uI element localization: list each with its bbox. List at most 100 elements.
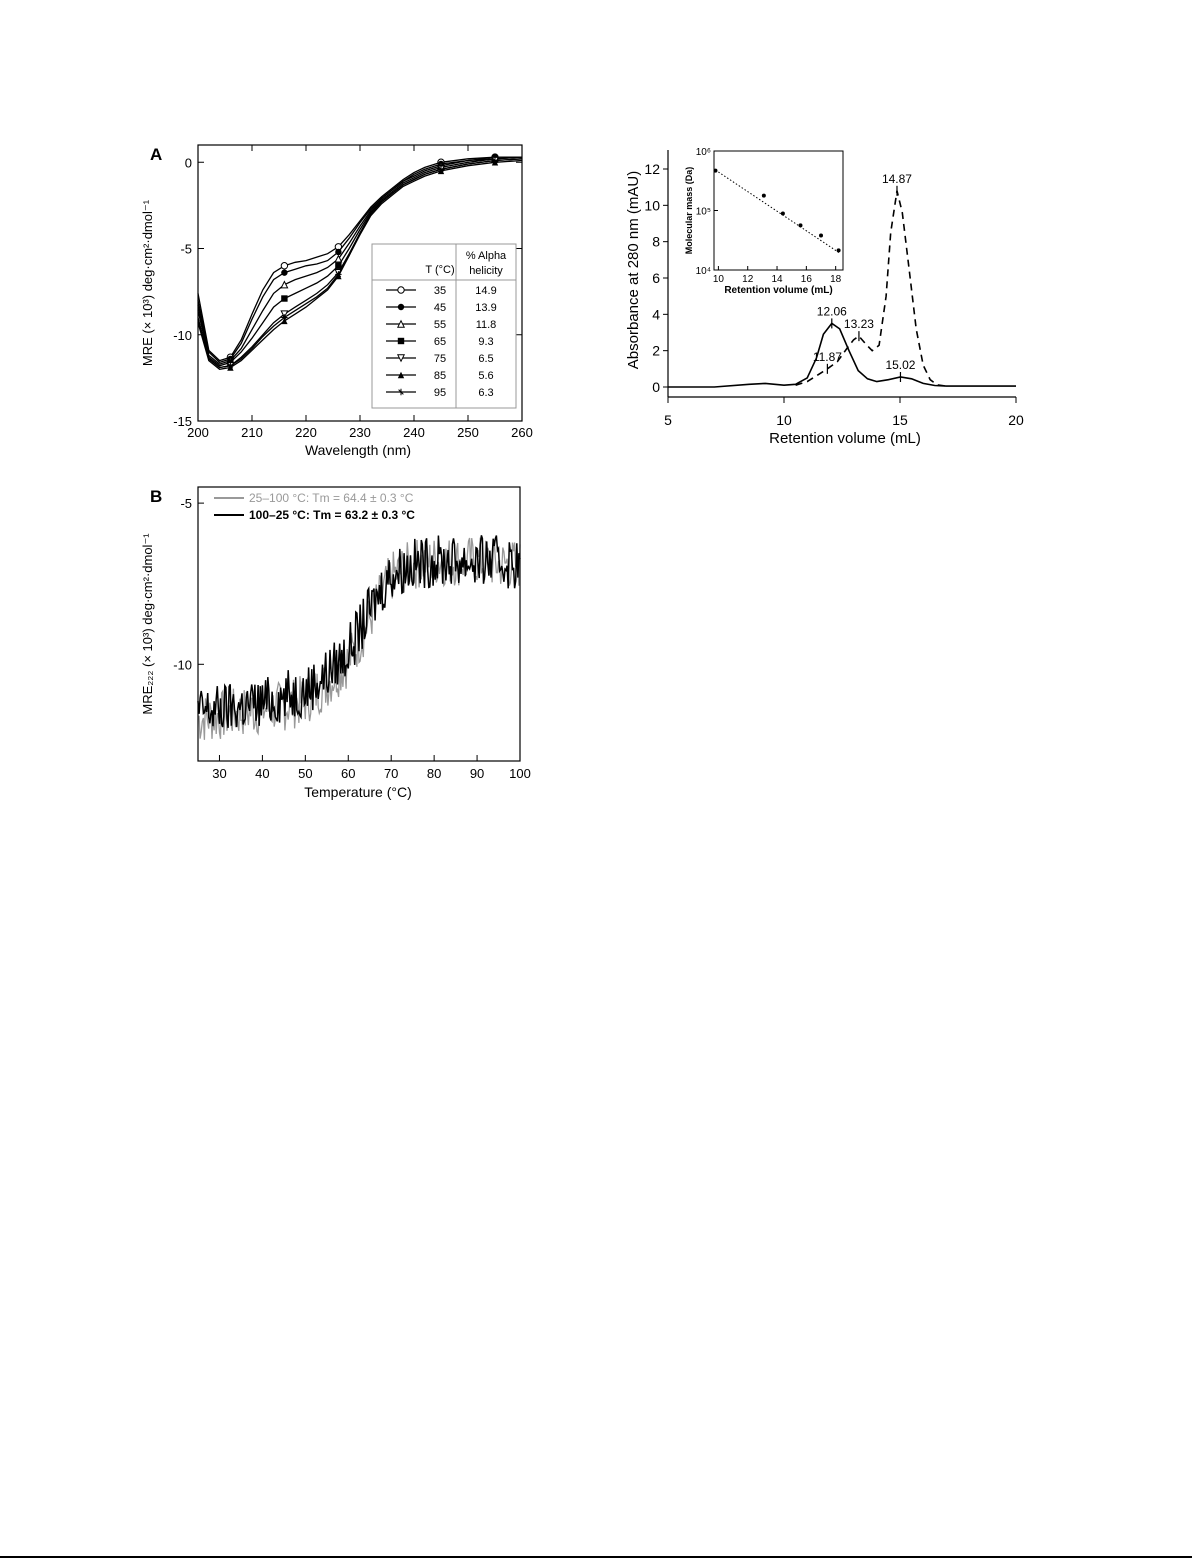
chart-a-legend-temp: 55 — [434, 319, 446, 331]
chart-c-peak-label: 15.02 — [885, 358, 915, 372]
chart-a-data-point — [280, 262, 289, 270]
chart-c-x-tick-label: 5 — [664, 412, 672, 428]
chart-a-legend-helicity: 6.5 — [478, 353, 493, 365]
chart-a-data-point — [334, 243, 343, 251]
chart-a-frame — [197, 144, 523, 422]
chart-b-series-line — [197, 537, 521, 740]
chart-a-x-tick-label: 210 — [241, 425, 263, 440]
chart-a-legend-marker — [397, 303, 405, 311]
chart-a-data-point — [281, 314, 288, 321]
chart-a-legend-helicity: 6.3 — [478, 387, 493, 399]
chart-b-x-tick-label: 40 — [255, 766, 269, 781]
chart-c-inset-point — [713, 168, 718, 173]
chart-a-data-point — [437, 158, 445, 166]
chart-a-series-line — [197, 156, 523, 367]
chart-a-y-tick-label: -10 — [173, 328, 192, 343]
chart-c-y-tick-label: 8 — [652, 234, 660, 250]
chart-a-x-tick-label: 220 — [295, 425, 317, 440]
chart-a-data-point — [227, 359, 234, 366]
chart-a-data-point — [226, 353, 235, 361]
chart-a-legend-temp: 35 — [434, 285, 446, 297]
chart-a-legend-header-temp: T (°C) — [425, 264, 454, 276]
chart-a-series-line — [197, 159, 523, 370]
chart-a-legend-helicity: 11.8 — [476, 319, 497, 331]
chart-a-data-point — [334, 268, 343, 277]
chart-a-data-point — [334, 254, 343, 263]
page-bottom-rule — [0, 1556, 1192, 1558]
chart-a-legend-header-helicity: % Alpha — [466, 250, 507, 262]
chart-c-y-tick-label: 4 — [652, 306, 660, 322]
chart-c-inset-point — [819, 233, 824, 238]
chart-c-inset-y-tick-label: 10⁴ — [696, 266, 711, 277]
chart-c-peak-label: 13.23 — [844, 317, 874, 331]
chart-b-frame — [197, 486, 521, 762]
chart-a-legend-helicity: 5.6 — [478, 370, 493, 382]
chart-a-legend-temp: 95 — [434, 387, 446, 399]
chart-c-y-tick-label: 0 — [652, 379, 660, 395]
chart-c-inset-point — [780, 211, 785, 216]
chart-a-legend-temp: 45 — [434, 302, 446, 314]
chart-a-legend-marker — [397, 371, 405, 379]
chart-a-x-tick-label: 230 — [349, 425, 371, 440]
chart-c-inset-x-tick-label: 18 — [830, 274, 842, 285]
chart-b-x-tick-label: 60 — [341, 766, 355, 781]
chart-b-x-tick-label: 50 — [298, 766, 312, 781]
chart-a-data-point — [227, 362, 234, 369]
chart-c-series — [668, 190, 1016, 388]
chart-a-y-tick-label: 0 — [185, 155, 192, 170]
chart-c-y-tick-label: 10 — [644, 197, 660, 213]
chart-a-data-point — [226, 356, 235, 365]
chart-a-data-point — [437, 167, 445, 175]
chart-a-legend-marker — [396, 354, 406, 363]
chart-c-y-tick-label: 2 — [652, 343, 660, 359]
chart-a-series-line — [197, 158, 523, 369]
chart-a-legend-helicity: 9.3 — [478, 336, 493, 348]
chart-a-data-point — [281, 317, 288, 325]
chart-a-data-point — [491, 153, 499, 161]
chart-c-peak-label: 11.87 — [813, 350, 842, 364]
chart-a-data-point — [335, 262, 342, 269]
chart-a-series-line — [197, 158, 523, 369]
chart-a-legend: T (°C) % Alpha helicity 35 14.9 45 13.9 55 11.8 6… — [371, 243, 517, 409]
chart-a-legend-helicity: 13.9 — [475, 302, 496, 314]
chart-b-series — [197, 535, 521, 740]
chart-c-x-tick-label: 15 — [892, 412, 908, 428]
chart-a-data-point — [335, 271, 342, 278]
chart-a-legend-temp: 75 — [434, 353, 446, 365]
chart-a-data-point — [436, 161, 446, 170]
chart-b-x-tick-label: 80 — [427, 766, 441, 781]
chart-a-axes: 200 210 220 230 240 250 260 0 -5 -10 -15 — [173, 144, 533, 440]
chart-b-x-tick-label: 30 — [212, 766, 226, 781]
chart-b-legend-label: 25–100 °C: Tm = 64.4 ± 0.3 °C — [249, 491, 414, 505]
chart-a-legend-marker — [397, 286, 405, 294]
chart-c-annotations: 12.06 11.87 13.23 14.87 15.02 — [813, 172, 916, 383]
chart-a-x-tick-label: 200 — [187, 425, 209, 440]
chart-a-data-point — [226, 362, 235, 371]
chart-a-series-line — [197, 156, 523, 365]
chart-a-data-point — [335, 248, 342, 256]
chart-c-inset-y-tick-label: 10⁶ — [696, 147, 711, 158]
chart-a-legend-marker — [397, 388, 405, 396]
chart-b-legend: 25–100 °C: Tm = 64.4 ± 0.3 °C 100–25 °C: … — [214, 491, 415, 522]
chart-a-data-point — [491, 159, 499, 166]
chart-b-legend-label: 100–25 °C: Tm = 63.2 ± 0.3 °C — [249, 508, 415, 522]
chart-c-inset-x-tick-label: 14 — [771, 274, 783, 285]
chart-a-legend-temp: 85 — [434, 370, 446, 382]
chart-c-peak-label: 12.06 — [817, 304, 847, 318]
chart-c-inset-frame — [713, 150, 844, 271]
panel-label-b: B — [150, 487, 162, 506]
chart-a-x-tick-label: 240 — [403, 425, 425, 440]
chart-b-y-tick-label: -10 — [173, 657, 192, 672]
chart-c-y-axis-label: Absorbance at 280 nm (mAU) — [625, 171, 642, 369]
chart-a-data-point — [437, 160, 445, 168]
chart-a-series-line — [197, 156, 522, 364]
chart-c-series-line — [795, 190, 947, 387]
chart-b-axes: 30 40 50 60 70 80 90 100 -5 -10 — [173, 486, 531, 781]
chart-a-data-point — [280, 280, 289, 289]
chart-c-inset-x-tick-label: 16 — [801, 274, 813, 285]
chart-b-series-line — [197, 535, 521, 728]
chart-c-inset-point — [836, 248, 841, 253]
chart-c-series-line — [668, 322, 1016, 388]
chart-a-data-point — [227, 364, 234, 371]
